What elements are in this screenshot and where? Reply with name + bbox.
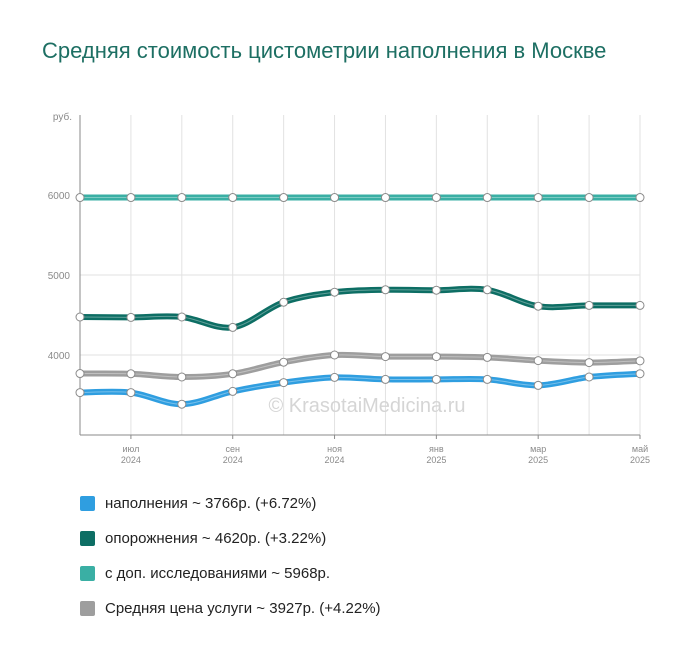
data-point: [482, 352, 492, 362]
x-ticks: июл2024сен2024ноя2024янв2025мар2025май20…: [121, 435, 650, 465]
data-point: [635, 300, 645, 310]
data-point: [330, 193, 340, 203]
data-point: [533, 301, 543, 311]
x-tick-month: мар: [530, 444, 546, 454]
data-point: [177, 372, 187, 382]
data-point: [482, 193, 492, 203]
data-point: [279, 193, 289, 203]
x-tick-month: май: [632, 444, 648, 454]
data-point: [126, 388, 136, 398]
x-tick-year: 2024: [223, 455, 243, 465]
legend-item: опорожнения ~ 4620р. (+3.22%): [80, 521, 381, 556]
data-point: [126, 369, 136, 379]
data-point: [635, 356, 645, 366]
data-point: [177, 312, 187, 322]
data-point: [228, 386, 238, 396]
series-points: [75, 193, 645, 409]
legend-swatch: [80, 496, 95, 511]
legend-item: Средняя цена услуги ~ 3927р. (+4.22%): [80, 591, 381, 626]
data-point: [279, 357, 289, 367]
series-line-2: [77, 351, 643, 381]
data-point: [431, 374, 441, 384]
series-lines: [77, 194, 643, 408]
data-point: [75, 369, 85, 379]
chart: руб. © KrasotaiMedicina.ru 400050006000 …: [48, 111, 650, 465]
data-point: [482, 374, 492, 384]
data-point: [330, 287, 340, 297]
legend-swatch: [80, 531, 95, 546]
y-ticks: 4000 5000 6000: [48, 191, 71, 362]
data-point: [635, 369, 645, 379]
data-point: [330, 350, 340, 360]
series-line-1: [77, 285, 643, 331]
y-tick-label: 6000: [48, 191, 71, 202]
data-point: [584, 193, 594, 203]
data-point: [431, 193, 441, 203]
unit-label: руб.: [53, 111, 72, 123]
legend-swatch: [80, 601, 95, 616]
legend-label: наполнения ~ 3766р. (+6.72%): [105, 495, 317, 512]
data-point: [126, 312, 136, 322]
x-tick-month: сен: [225, 444, 240, 454]
data-point: [584, 300, 594, 310]
grid: [79, 115, 641, 436]
data-point: [533, 193, 543, 203]
legend: наполнения ~ 3766р. (+6.72%) опорожнения …: [80, 486, 381, 626]
y-tick-label: 4000: [48, 351, 71, 362]
data-point: [228, 369, 238, 379]
x-tick-month: июл: [122, 444, 139, 454]
data-point: [533, 380, 543, 390]
data-point: [279, 297, 289, 307]
data-point: [126, 193, 136, 203]
x-tick-year: 2025: [426, 455, 446, 465]
legend-item: с доп. исследованиями ~ 5968р.: [80, 556, 381, 591]
legend-swatch: [80, 566, 95, 581]
data-point: [533, 356, 543, 366]
x-tick-year: 2024: [325, 455, 345, 465]
data-point: [228, 322, 238, 332]
data-point: [177, 193, 187, 203]
legend-label: с доп. исследованиями ~ 5968р.: [105, 565, 331, 582]
legend-label: опорожнения ~ 4620р. (+3.22%): [105, 530, 327, 547]
data-point: [380, 193, 390, 203]
data-point: [584, 372, 594, 382]
data-point: [75, 312, 85, 322]
data-point: [228, 193, 238, 203]
y-tick-label: 5000: [48, 271, 71, 282]
x-tick-year: 2025: [528, 455, 548, 465]
legend-item: наполнения ~ 3766р. (+6.72%): [80, 486, 381, 521]
data-point: [482, 285, 492, 295]
data-point: [75, 193, 85, 203]
x-tick-month: ноя: [327, 444, 342, 454]
data-point: [380, 374, 390, 384]
x-tick-year: 2025: [630, 455, 650, 465]
legend-label: Средняя цена услуги ~ 3927р. (+4.22%): [105, 600, 381, 617]
x-tick-year: 2024: [121, 455, 141, 465]
watermark: © KrasotaiMedicina.ru: [268, 395, 465, 417]
data-point: [431, 352, 441, 362]
data-point: [177, 399, 187, 409]
data-point: [279, 378, 289, 388]
data-point: [330, 372, 340, 382]
chart-title: Средняя стоимость цистометрии наполнения…: [42, 38, 607, 63]
data-point: [635, 193, 645, 203]
data-point: [380, 285, 390, 295]
data-point: [584, 358, 594, 368]
x-tick-month: янв: [429, 444, 444, 454]
data-point: [75, 388, 85, 398]
data-point: [431, 285, 441, 295]
data-point: [380, 352, 390, 362]
